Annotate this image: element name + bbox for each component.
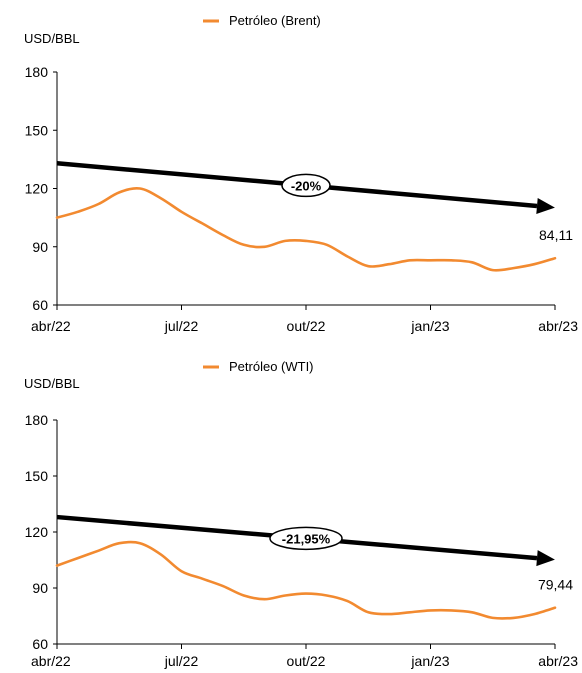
wti-end-value-label: 79,44 <box>538 577 573 593</box>
brent-chart-svg: Petróleo (Brent) USD/BBL 60 90 120 150 180 abr/… <box>24 13 578 334</box>
wti-trend-badge <box>269 526 343 551</box>
brent-legend-label: Petróleo (Brent) <box>229 13 321 28</box>
brent-y-tick-label: 180 <box>25 64 49 80</box>
brent-y-tick-label: 60 <box>32 297 48 313</box>
brent-trend-arrow-head <box>536 198 555 214</box>
brent-chart: Petróleo (Brent) USD/BBL 60 90 120 150 180 abr/… <box>24 13 578 334</box>
brent-end-value-label: 84,11 <box>539 227 573 243</box>
wti-data-line <box>55 540 557 620</box>
brent-y-tick-label: 150 <box>25 122 49 138</box>
brent-trend-badge-label: -20% <box>291 178 322 193</box>
wti-y-tick-label: 120 <box>25 524 49 540</box>
brent-trend-badge <box>281 173 331 198</box>
brent-data-line <box>55 186 557 272</box>
wti-x-tick-label: abr/23 <box>538 653 578 669</box>
wti-chart-svg: Petróleo (WTI) USD/BBL 60 90 120 150 180 abr/22… <box>24 359 578 669</box>
wti-y-tick-label: 150 <box>25 468 49 484</box>
brent-y-tick-label: 90 <box>32 239 48 255</box>
brent-x-tick-label: abr/22 <box>31 318 71 334</box>
wti-x-tick-label: jul/22 <box>164 653 199 669</box>
brent-y-axis-unit-label: USD/BBL <box>24 31 80 46</box>
wti-y-tick-label: 180 <box>25 412 49 428</box>
wti-trend-badge-label: -21,95% <box>282 531 331 546</box>
brent-x-tick-label: out/22 <box>287 318 326 334</box>
wti-chart: Petróleo (WTI) USD/BBL 60 90 120 150 180 abr/22… <box>0 350 582 673</box>
wti-y-axis-unit-label: USD/BBL <box>24 376 80 391</box>
brent-x-tick-label: jan/23 <box>410 318 449 334</box>
wti-y-tick-label: 60 <box>32 636 48 652</box>
brent-y-tick-label: 120 <box>25 181 49 197</box>
wti-x-tick-label: abr/22 <box>31 653 71 669</box>
wti-x-tick-label: jan/23 <box>410 653 449 669</box>
wti-trend-arrow-head <box>536 550 555 567</box>
brent-x-tick-label: abr/23 <box>538 318 578 334</box>
brent-x-tick-label: jul/22 <box>164 318 199 334</box>
wti-legend-label: Petróleo (WTI) <box>229 359 314 374</box>
wti-y-tick-label: 90 <box>32 580 48 596</box>
wti-x-tick-label: out/22 <box>287 653 326 669</box>
